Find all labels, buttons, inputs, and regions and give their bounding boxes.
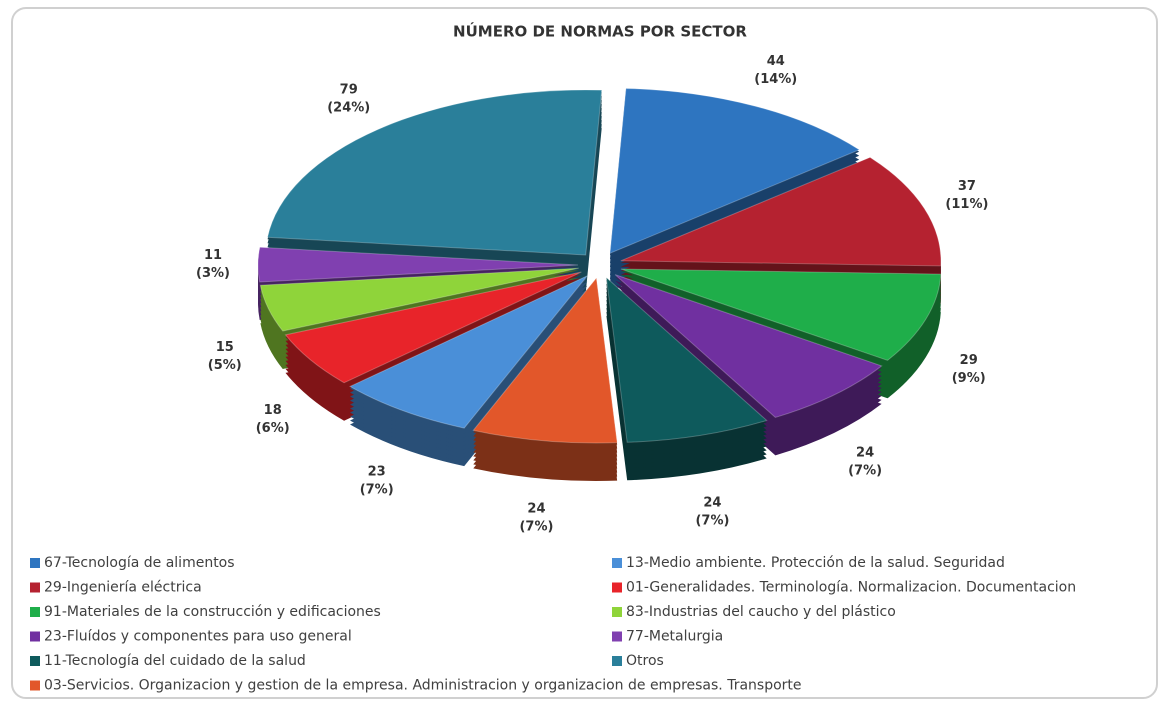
slice — [259, 267, 579, 332]
slice — [284, 271, 582, 384]
legend-label: 83-Industrias del caucho y del plástico — [626, 604, 896, 620]
legend-swatch — [30, 680, 40, 691]
data-label: 29 — [960, 353, 978, 368]
data-label: 44 — [767, 54, 785, 69]
legend-swatch — [612, 631, 622, 642]
data-label: 24 — [527, 502, 545, 517]
legend-label: 91-Materiales de la construcción y edifi… — [44, 604, 381, 620]
legend-label: 11-Tecnología del cuidado de la salud — [44, 653, 306, 669]
slice — [620, 156, 942, 267]
legend-label: 77-Metalurgia — [626, 629, 723, 645]
legend-swatch — [30, 558, 40, 568]
legend-label: 23-Fluídos y componentes para uso genera… — [44, 629, 352, 645]
data-label: 11 — [204, 248, 222, 263]
slice — [620, 268, 942, 361]
slice — [614, 274, 883, 418]
slice — [257, 246, 579, 283]
slice — [472, 276, 618, 444]
data-label: 23 — [368, 465, 386, 480]
data-label: (11%) — [945, 197, 988, 212]
legend-label: 13-Medio ambiente. Protección de la salu… — [626, 555, 1005, 571]
slice — [605, 276, 768, 443]
data-label: (14%) — [754, 72, 797, 87]
data-label: 37 — [958, 179, 976, 194]
legend-label: Otros — [626, 653, 664, 669]
legend-swatch — [30, 582, 40, 593]
data-label: (7%) — [695, 513, 729, 528]
legend-swatch — [612, 582, 622, 593]
data-label: 24 — [856, 445, 874, 460]
chart-title: NÚMERO DE NORMAS POR SECTOR — [453, 22, 747, 41]
data-label: (6%) — [256, 421, 290, 436]
legend-label: 03-Servicios. Organizacion y gestion de … — [44, 678, 802, 694]
data-label: 18 — [264, 403, 282, 418]
legend-label: 01-Generalidades. Terminología. Normaliz… — [626, 580, 1076, 596]
data-label: 24 — [703, 495, 721, 510]
legend-swatch — [612, 656, 622, 666]
legend-label: 67-Tecnología de alimentos — [44, 555, 235, 571]
legend-swatch — [30, 656, 40, 666]
legend-swatch — [612, 558, 622, 568]
slice — [348, 275, 588, 429]
legend-swatch — [612, 607, 622, 617]
data-label: (7%) — [360, 483, 394, 498]
data-label: (3%) — [196, 266, 230, 281]
legend-swatch — [30, 631, 40, 642]
data-label: (5%) — [208, 358, 242, 373]
legend-label: 29-Ingeniería eléctrica — [44, 580, 202, 596]
legend-swatch — [30, 607, 40, 617]
slice — [266, 89, 603, 256]
data-label: 15 — [216, 340, 234, 355]
slice — [609, 87, 861, 255]
data-label: (7%) — [519, 520, 553, 535]
data-label: (7%) — [848, 463, 882, 478]
data-label: 79 — [340, 83, 358, 98]
data-label: (24%) — [327, 101, 370, 116]
data-label: (9%) — [952, 371, 986, 386]
